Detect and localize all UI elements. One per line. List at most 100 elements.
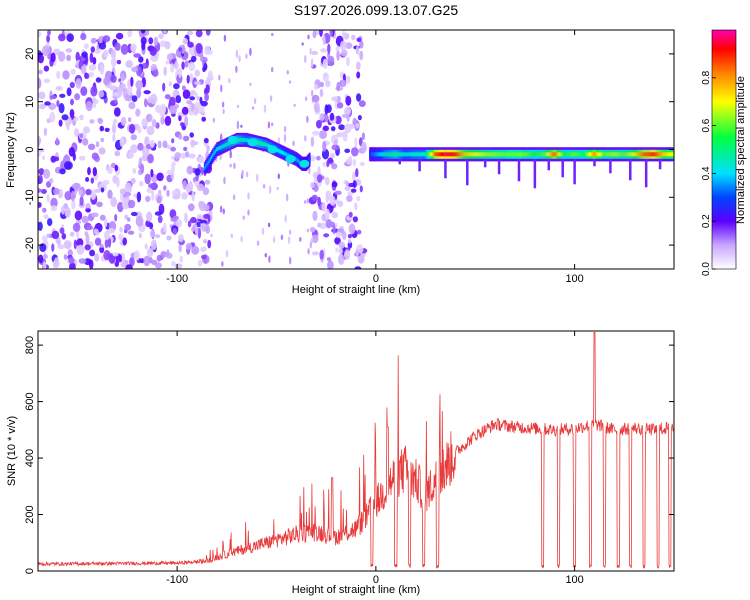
noise-blob: [357, 254, 365, 264]
x-tick-label: -100: [166, 574, 188, 586]
noise-blob: [133, 53, 142, 58]
y-tick-label: 200: [24, 505, 36, 523]
noise-blob: [154, 211, 162, 216]
noise-speckle: [221, 101, 225, 108]
noise-blob: [129, 256, 135, 267]
noise-speckle: [249, 47, 252, 56]
noise-blob: [361, 132, 366, 140]
noise-speckle: [306, 115, 309, 124]
noise-blob: [85, 208, 91, 213]
noise-blob: [164, 41, 171, 50]
noise-blob: [359, 50, 364, 61]
noise-blob: [63, 240, 72, 250]
noise-blob: [348, 155, 352, 163]
noise-blob: [38, 174, 43, 184]
noise-blob: [338, 247, 343, 255]
noise-blob: [166, 249, 170, 257]
noise-speckle: [289, 256, 292, 265]
noise-blob: [115, 32, 124, 40]
noise-blob: [116, 177, 120, 188]
noise-blob: [181, 61, 185, 70]
noise-speckle: [229, 149, 232, 159]
noise-blob: [159, 108, 166, 117]
noise-speckle: [230, 233, 233, 238]
noise-blob: [343, 106, 351, 116]
noise-blob: [85, 100, 93, 112]
noise-blob: [329, 112, 335, 121]
noise-blob: [351, 34, 356, 40]
noise-blob: [39, 243, 47, 253]
noise-blob: [46, 34, 50, 43]
y-tick-label: 10: [24, 96, 36, 108]
noise-blob: [317, 174, 323, 183]
noise-blob: [112, 252, 119, 257]
noise-blob: [84, 244, 91, 251]
noise-blob: [38, 152, 41, 157]
noise-blob: [338, 241, 345, 249]
noise-speckle: [251, 106, 255, 110]
noise-blob: [133, 250, 140, 261]
noise-blob: [66, 33, 74, 42]
noise-blob: [199, 219, 208, 224]
noise-blob: [351, 147, 359, 157]
noise-blob: [319, 113, 325, 121]
noise-blob: [348, 238, 352, 244]
snr-xlabel: Height of straight line (km): [292, 584, 420, 596]
y-tick-label: 800: [24, 336, 36, 354]
noise-blob: [130, 134, 137, 141]
noise-blob: [173, 83, 180, 90]
noise-speckle: [283, 133, 287, 143]
noise-blob: [205, 30, 211, 36]
noise-blob: [168, 81, 172, 87]
noise-blob: [135, 216, 144, 227]
noise-blob: [340, 79, 346, 87]
noise-blob: [151, 259, 158, 266]
noise-blob: [322, 125, 329, 132]
noise-blob: [56, 70, 61, 80]
snr-panel: -100 0 100 0 200 400 600 800 Height of straight…: [6, 330, 675, 596]
noise-blob: [76, 244, 85, 255]
noise-blob: [80, 65, 87, 75]
noise-blob: [89, 119, 95, 124]
noise-blob: [346, 195, 353, 202]
noise-blob: [342, 231, 347, 240]
noise-blob: [182, 85, 186, 91]
noise-blob: [327, 260, 334, 269]
spectrogram-ylabel: Frequency (Hz): [5, 112, 17, 188]
noise-blob: [314, 83, 318, 90]
noise-blob: [176, 219, 183, 228]
noise-blob: [350, 188, 357, 193]
noise-blob: [187, 41, 194, 48]
noise-blob: [324, 104, 329, 115]
noise-speckle: [253, 97, 257, 105]
noise-blob: [147, 153, 154, 164]
noise-blob: [329, 195, 336, 206]
noise-speckle: [238, 55, 241, 63]
noise-speckle: [308, 166, 311, 175]
noise-speckle: [240, 235, 243, 243]
figure-title: S197.2026.099.13.07.G25: [294, 2, 458, 18]
y-tick-label: 0: [24, 146, 36, 152]
noise-blob: [186, 74, 190, 84]
noise-blob: [319, 30, 323, 37]
x-tick-label: 100: [565, 574, 583, 586]
noise-blob: [42, 207, 47, 213]
noise-blob: [91, 191, 95, 197]
noise-blob: [191, 191, 195, 202]
noise-blob: [63, 254, 68, 260]
noise-blob: [144, 195, 151, 202]
colorbar-tick-label: 0.4: [701, 166, 712, 180]
signal-blob: [267, 145, 278, 154]
noise-blob: [107, 228, 116, 234]
noise-blob: [157, 140, 162, 149]
noise-speckle: [247, 192, 250, 200]
noise-blob: [194, 225, 199, 236]
noise-blob: [331, 163, 338, 170]
noise-blob: [331, 211, 338, 219]
noise-blob: [322, 140, 327, 152]
noise-blob: [322, 72, 329, 82]
noise-blob: [127, 217, 131, 222]
noise-blob: [116, 256, 123, 263]
noise-blob: [71, 199, 76, 210]
noise-blob: [59, 93, 66, 98]
